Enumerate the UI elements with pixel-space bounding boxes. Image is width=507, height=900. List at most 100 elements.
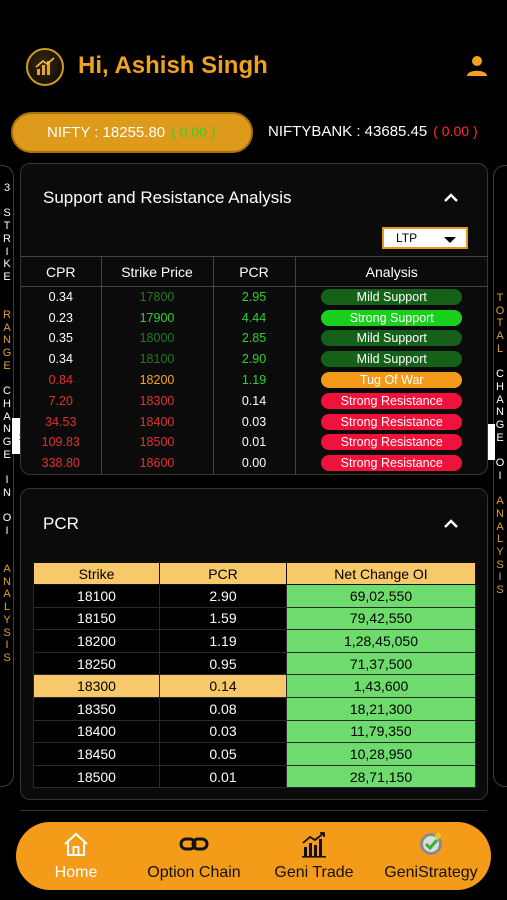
nifty-change: ( 0.00 ) — [171, 124, 216, 140]
greeting-text: Hi, Ashish Singh — [78, 52, 268, 79]
pcr-cell: 4.44 — [212, 307, 295, 329]
table-row[interactable]: 0.34 18100 2.90 Mild Support — [21, 348, 488, 370]
strike-cell: 18250 — [33, 651, 160, 676]
table-row[interactable]: 34.53 18400 0.03 Strong Resistance — [21, 411, 488, 433]
pcr-cell: 0.14 — [212, 390, 295, 412]
analysis-badge: Tug Of War — [321, 372, 463, 389]
strike-cell: 18500 — [100, 432, 213, 453]
table-row[interactable]: 0.23 17900 4.44 Strong Support — [21, 307, 488, 329]
analysis-badge: Mild Support — [321, 351, 463, 368]
table-row[interactable]: 109.83 18500 0.01 Strong Resistance — [21, 432, 488, 453]
caret-down-icon — [444, 237, 456, 243]
tab-letter: I — [5, 639, 9, 652]
banknifty-value: NIFTYBANK : 43685.45 — [268, 123, 428, 140]
tab-letter: T — [496, 317, 504, 330]
analysis-cell: Strong Resistance — [294, 411, 488, 433]
table-row[interactable]: 18100 2.90 69,02,550 — [33, 584, 476, 608]
table-row[interactable]: 18250 0.95 71,37,500 — [33, 651, 476, 676]
app-header: Hi, Ashish Singh — [0, 38, 507, 98]
table-row[interactable]: 0.84 18200 1.19 Tug Of War — [21, 369, 488, 391]
tab-letter: I — [5, 245, 9, 258]
net-change-oi-cell: 18,21,300 — [286, 696, 476, 721]
tab-letter: T — [3, 220, 11, 233]
pcr-table: Strike PCR Net Change OI 18100 2.90 69,02,… — [33, 562, 476, 789]
table-row[interactable]: 18200 1.19 1,28,45,050 — [33, 629, 476, 653]
net-change-oi-cell: 79,42,550 — [286, 606, 476, 631]
table-row[interactable]: 18300 0.14 1,43,600 — [33, 674, 476, 698]
pcr-cell: 2.90 — [212, 348, 295, 370]
tab-letter: S — [3, 651, 11, 664]
tab-letter: G — [2, 347, 12, 360]
tab-letter: C — [496, 368, 504, 381]
tab-letter: S — [3, 207, 11, 220]
nav-label: GeniStrategy — [384, 864, 478, 881]
cpr-cell: 0.34 — [48, 352, 73, 367]
cpr-cell: 34.53 — [45, 414, 77, 429]
nav-option-chain[interactable]: Option Chain — [142, 828, 246, 882]
tab-letter: G — [2, 436, 12, 448]
strike-cell: 18500 — [33, 764, 160, 789]
tab-letter: S — [496, 584, 504, 597]
chevron-up-icon[interactable] — [443, 516, 459, 532]
nifty-pill[interactable]: NIFTY : 18255.80 ( 0.00 ) — [11, 112, 253, 153]
chevron-up-icon[interactable] — [443, 190, 459, 206]
user-icon[interactable] — [465, 54, 489, 78]
net-change-oi-cell: 71,37,500 — [286, 651, 476, 676]
pcr-cell: 0.08 — [159, 696, 287, 721]
table-row[interactable]: 0.35 18000 2.85 Mild Support — [21, 328, 488, 349]
pcr-cell: 2.90 — [159, 584, 287, 608]
tab-letter: E — [3, 270, 11, 283]
nav-label: Home — [54, 864, 98, 881]
banknifty-item[interactable]: NIFTYBANK : 43685.45 ( 0.00 ) — [268, 123, 478, 140]
bull-logo-icon — [26, 48, 64, 86]
pcr-title: PCR — [43, 514, 79, 533]
analysis-badge: Strong Resistance — [321, 392, 463, 409]
tab-letter: O — [2, 512, 12, 525]
pcr-cell: 0.00 — [212, 452, 295, 474]
strike-cell: 18200 — [100, 369, 213, 391]
table-row[interactable]: 18500 0.01 28,71,150 — [33, 764, 476, 789]
tab-letter: Y — [496, 546, 504, 558]
pcr-cell: 1.59 — [159, 606, 287, 631]
tab-letter: N — [496, 406, 504, 419]
cpr-cell: 0.84 — [48, 373, 73, 388]
tab-letter: Y — [3, 613, 11, 626]
strike-cell: 18100 — [100, 348, 213, 370]
pcr-cell: 2.85 — [212, 328, 295, 349]
analysis-cell: Strong Resistance — [294, 452, 488, 474]
chain-link-icon — [142, 828, 246, 860]
table-row[interactable]: 18350 0.08 18,21,300 — [33, 696, 476, 721]
strike-cell: 18300 — [100, 390, 213, 412]
tab-letter: N — [496, 507, 504, 520]
support-resistance-title: Support and Resistance Analysis — [43, 188, 292, 207]
table-row[interactable]: 18450 0.05 10,28,950 — [33, 742, 476, 766]
tab-letter: O — [495, 457, 505, 470]
nav-geni-trade[interactable]: Geni Trade — [270, 828, 358, 882]
table-row[interactable]: 338.80 18600 0.00 Strong Resistance — [21, 452, 488, 474]
column-header: PCR — [159, 562, 287, 585]
nifty-value: NIFTY : 18255.80 — [47, 124, 166, 141]
column-header: Analysis — [294, 256, 488, 287]
tab-letter: R — [3, 232, 11, 245]
tab-letter: A — [3, 563, 11, 575]
tab-letter: N — [3, 423, 11, 436]
nav-home[interactable]: Home — [52, 828, 100, 882]
table-row[interactable]: 18150 1.59 79,42,550 — [33, 606, 476, 631]
cpr-cell: 109.83 — [41, 435, 80, 450]
pcr-cell: 0.03 — [212, 411, 295, 433]
nav-geni-strategy[interactable]: GeniStrategy — [380, 828, 482, 882]
tab-letter: H — [496, 380, 504, 393]
column-header: CPR — [21, 256, 101, 287]
price-type-dropdown[interactable]: LTP — [382, 227, 468, 249]
strike-cell: 18150 — [33, 606, 160, 631]
table-row[interactable]: 0.34 17800 2.95 Mild Support — [21, 286, 488, 308]
strike-cell: 18400 — [100, 411, 213, 433]
net-change-oi-cell: 69,02,550 — [286, 584, 476, 608]
table-row[interactable]: 18400 0.03 11,79,350 — [33, 719, 476, 744]
strike-cell: 17800 — [100, 286, 213, 308]
table-row[interactable]: 7.20 18300 0.14 Strong Resistance — [21, 390, 488, 412]
strike-cell: 18200 — [33, 629, 160, 653]
tab-letter: N — [3, 486, 11, 499]
